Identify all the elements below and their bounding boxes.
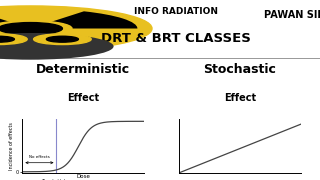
Text: Stochastic: Stochastic xyxy=(204,63,276,76)
Circle shape xyxy=(0,22,62,34)
Circle shape xyxy=(0,21,72,36)
Circle shape xyxy=(34,34,91,45)
Text: DRT & BRT CLASSES: DRT & BRT CLASSES xyxy=(101,32,251,45)
Circle shape xyxy=(46,36,78,42)
Wedge shape xyxy=(0,35,84,48)
Text: Deterministic: Deterministic xyxy=(36,63,130,76)
Text: INFO RADIATION: INFO RADIATION xyxy=(134,7,218,16)
Circle shape xyxy=(0,34,27,45)
Text: PAWAN SIR: PAWAN SIR xyxy=(264,10,320,20)
Text: Effect: Effect xyxy=(67,93,99,103)
Text: Threshold dose: Threshold dose xyxy=(41,179,72,180)
Wedge shape xyxy=(0,11,10,28)
Circle shape xyxy=(0,36,14,42)
X-axis label: Dose: Dose xyxy=(76,174,90,179)
Y-axis label: Incidence of effects: Incidence of effects xyxy=(9,122,14,170)
Text: Effect: Effect xyxy=(224,93,256,103)
Ellipse shape xyxy=(0,33,114,60)
Wedge shape xyxy=(51,11,137,28)
Text: No effects: No effects xyxy=(29,155,50,159)
Circle shape xyxy=(0,6,152,51)
